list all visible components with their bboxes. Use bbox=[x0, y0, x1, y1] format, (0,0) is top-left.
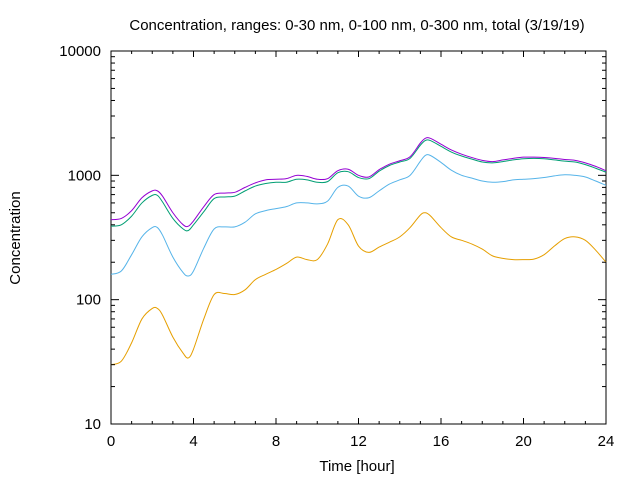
x-axis-label: Time [hour] bbox=[319, 458, 394, 475]
chart-title: Concentration, ranges: 0-30 nm, 0-100 nm… bbox=[129, 17, 584, 34]
series-line-1 bbox=[110, 212, 607, 366]
x-tick-label: 12 bbox=[350, 433, 367, 450]
plot-frame bbox=[110, 50, 607, 425]
y-tick-label: 1000 bbox=[68, 167, 101, 184]
x-tick-label: 4 bbox=[189, 433, 197, 450]
y-axis-label: Concentration bbox=[7, 191, 24, 284]
plot-border bbox=[110, 50, 607, 425]
series-line-2 bbox=[110, 154, 607, 277]
x-tick-label: 0 bbox=[107, 433, 115, 450]
x-tick-label: 20 bbox=[515, 433, 532, 450]
ticks-layer: 0 4 8 12 16 20 24 10 100 1000 10000 bbox=[59, 43, 614, 450]
y-tick-label: 10 bbox=[84, 416, 101, 433]
series-layer bbox=[110, 137, 607, 366]
x-tick-label: 16 bbox=[433, 433, 450, 450]
series-line-4 bbox=[110, 137, 607, 228]
x-tick-label: 8 bbox=[272, 433, 280, 450]
y-tick-label: 10000 bbox=[59, 43, 101, 60]
series-line-3 bbox=[110, 139, 607, 232]
y-tick-label: 100 bbox=[76, 292, 101, 309]
x-tick-label: 24 bbox=[598, 433, 615, 450]
